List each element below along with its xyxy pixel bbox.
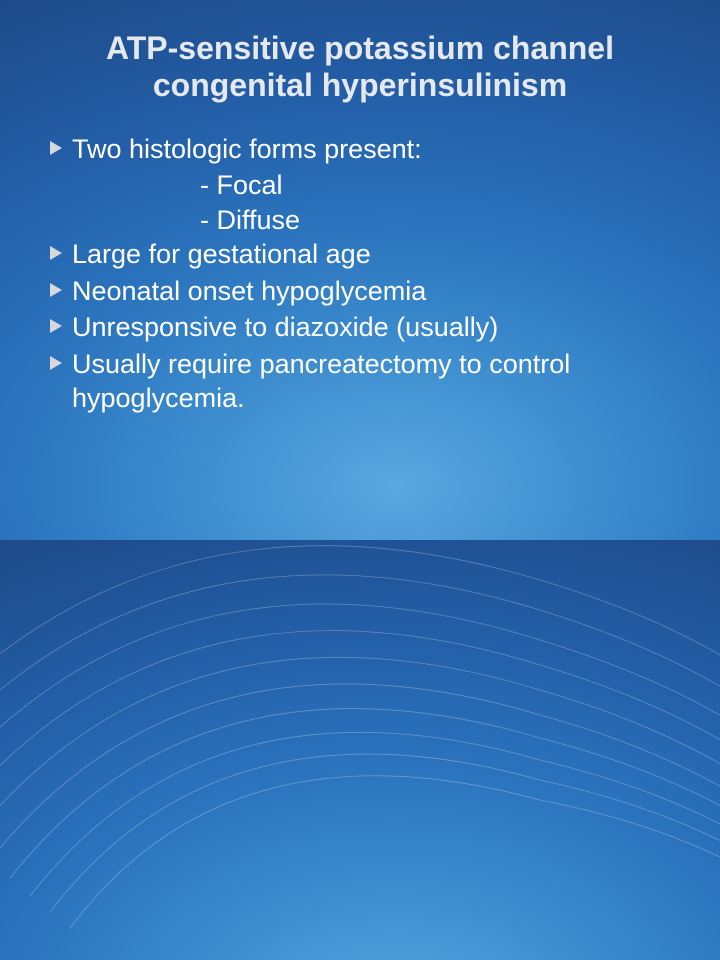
bullet-text: Neonatal onset hypoglycemia bbox=[72, 274, 670, 309]
bullet-arrow-icon bbox=[50, 246, 62, 260]
slide-container: ATP-sensitive potassium channel congenit… bbox=[0, 0, 720, 540]
bullet-item: Large for gestational age bbox=[50, 237, 670, 272]
bullet-item: Two histologic forms present: bbox=[50, 132, 670, 167]
bullet-text: Large for gestational age bbox=[72, 237, 670, 272]
bullet-text: Two histologic forms present: bbox=[72, 132, 670, 167]
bullet-item: Neonatal onset hypoglycemia bbox=[50, 274, 670, 309]
bullet-text: Unresponsive to diazoxide (usually) bbox=[72, 310, 670, 345]
bullet-arrow-icon bbox=[50, 141, 62, 155]
sub-bullet-text: - Diffuse bbox=[50, 203, 670, 238]
slide-title: ATP-sensitive potassium channel congenit… bbox=[50, 30, 670, 104]
bullet-arrow-icon bbox=[50, 356, 62, 370]
bullet-list: Two histologic forms present:- Focal- Di… bbox=[50, 132, 670, 416]
title-line-2: congenital hyperinsulinism bbox=[50, 67, 670, 104]
bullet-text: Usually require pancreatectomy to contro… bbox=[72, 347, 670, 416]
title-line-1: ATP-sensitive potassium channel bbox=[50, 30, 670, 67]
bullet-item: Unresponsive to diazoxide (usually) bbox=[50, 310, 670, 345]
bullet-arrow-icon bbox=[50, 283, 62, 297]
bullet-item: Usually require pancreatectomy to contro… bbox=[50, 347, 670, 416]
sub-bullet-text: - Focal bbox=[50, 168, 670, 203]
bullet-arrow-icon bbox=[50, 319, 62, 333]
